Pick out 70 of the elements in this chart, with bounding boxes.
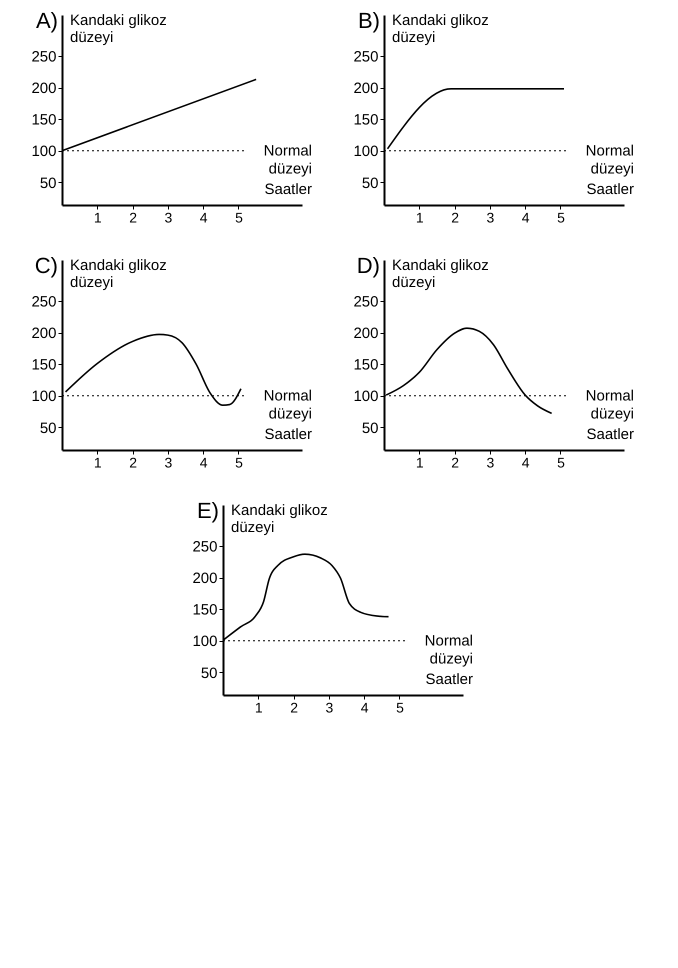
y-tick-label: 150 bbox=[31, 356, 56, 374]
x-tick-label: 4 bbox=[360, 700, 369, 716]
chart-title: C) bbox=[34, 253, 58, 278]
x-tick-label: 5 bbox=[557, 454, 566, 470]
y-tick-label: 250 bbox=[31, 48, 56, 66]
x-tick-label: 3 bbox=[486, 210, 494, 226]
y-tick-label: 50 bbox=[362, 174, 378, 192]
y-axis-title: Kandaki glikoz düzeyi bbox=[392, 257, 489, 291]
y-axis-title: Kandaki glikoz düzeyi bbox=[70, 12, 167, 46]
y-tick-label: 200 bbox=[353, 325, 378, 342]
x-axis-title: Saatler bbox=[586, 181, 634, 198]
chart-title: B) bbox=[358, 8, 380, 33]
y-tick-label: 200 bbox=[31, 325, 56, 342]
y-tick-label: 100 bbox=[353, 388, 378, 406]
y-axis-title: Kandaki glikoz düzeyi bbox=[231, 502, 328, 536]
y-tick-label: 100 bbox=[31, 388, 56, 406]
x-axis-title: Saatler bbox=[586, 426, 634, 443]
y-tick-label: 250 bbox=[31, 294, 56, 311]
x-tick-label: 5 bbox=[235, 454, 244, 470]
x-tick-label: 1 bbox=[94, 454, 102, 470]
x-tick-label: 3 bbox=[325, 700, 334, 716]
x-tick-label: 4 bbox=[522, 210, 530, 226]
y-tick-label: 100 bbox=[353, 143, 378, 160]
ref-line-label: Normal düzeyi bbox=[586, 142, 634, 178]
x-axis-title: Saatler bbox=[264, 426, 312, 443]
x-tick-label: 2 bbox=[451, 210, 460, 226]
x-tick-label: 3 bbox=[164, 454, 172, 470]
x-tick-label: 3 bbox=[164, 210, 172, 226]
chart-title: E) bbox=[197, 498, 219, 523]
y-tick-label: 250 bbox=[353, 48, 378, 66]
y-tick-label: 250 bbox=[353, 294, 378, 311]
ref-line-label: Normal düzeyi bbox=[586, 388, 634, 423]
x-tick-label: 1 bbox=[416, 210, 424, 226]
x-tick-label: 5 bbox=[235, 210, 244, 226]
y-tick-label: 150 bbox=[192, 602, 218, 619]
y-tick-label: 250 bbox=[192, 538, 218, 556]
y-tick-label: 50 bbox=[200, 664, 218, 682]
y-tick-label: 150 bbox=[31, 112, 56, 129]
y-tick-label: 100 bbox=[31, 143, 56, 160]
x-tick-label: 5 bbox=[557, 210, 566, 226]
x-axis-title: Saatler bbox=[425, 671, 473, 688]
x-tick-label: 5 bbox=[396, 700, 404, 716]
x-tick-label: 1 bbox=[254, 700, 263, 716]
y-axis-title: Kandaki glikoz düzeyi bbox=[70, 257, 167, 291]
y-tick-label: 200 bbox=[353, 80, 378, 98]
y-tick-label: 200 bbox=[31, 80, 56, 98]
x-tick-label: 2 bbox=[129, 454, 138, 470]
y-tick-label: 50 bbox=[362, 420, 378, 437]
x-tick-label: 2 bbox=[290, 700, 298, 716]
y-tick-label: 150 bbox=[353, 356, 378, 374]
y-tick-label: 50 bbox=[40, 420, 56, 437]
y-tick-label: 100 bbox=[192, 633, 218, 650]
x-tick-label: 4 bbox=[200, 454, 208, 470]
ref-line-label: Normal düzeyi bbox=[264, 388, 312, 423]
chart-title: D) bbox=[356, 253, 380, 278]
x-tick-label: 3 bbox=[486, 454, 494, 470]
x-tick-label: 2 bbox=[129, 210, 138, 226]
y-tick-label: 150 bbox=[353, 112, 378, 129]
x-tick-label: 2 bbox=[451, 454, 460, 470]
chart-title: A) bbox=[36, 8, 58, 33]
ref-line-label: Normal düzeyi bbox=[424, 632, 473, 668]
x-tick-label: 4 bbox=[522, 454, 530, 470]
x-tick-label: 1 bbox=[94, 210, 102, 226]
y-tick-label: 50 bbox=[40, 174, 56, 192]
x-tick-label: 4 bbox=[200, 210, 208, 226]
x-tick-label: 1 bbox=[416, 454, 424, 470]
ref-line-label: Normal düzeyi bbox=[264, 142, 312, 178]
y-tick-label: 200 bbox=[192, 570, 218, 588]
x-axis-title: Saatler bbox=[264, 181, 312, 198]
y-axis-title: Kandaki glikoz düzeyi bbox=[392, 12, 489, 46]
